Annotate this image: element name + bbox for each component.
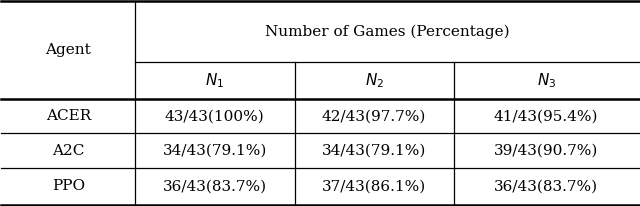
- Text: $N_1$: $N_1$: [205, 71, 225, 90]
- Text: A2C: A2C: [52, 144, 84, 158]
- Text: Number of Games (Percentage): Number of Games (Percentage): [264, 25, 509, 39]
- Text: Agent: Agent: [45, 43, 91, 57]
- Text: 39/43(90.7%): 39/43(90.7%): [494, 144, 598, 158]
- Text: 34/43(79.1%): 34/43(79.1%): [163, 144, 267, 158]
- Text: 41/43(95.4%): 41/43(95.4%): [494, 109, 598, 123]
- Text: PPO: PPO: [52, 179, 85, 193]
- Text: 34/43(79.1%): 34/43(79.1%): [322, 144, 426, 158]
- Text: 37/43(86.1%): 37/43(86.1%): [322, 179, 426, 193]
- Text: 36/43(83.7%): 36/43(83.7%): [163, 179, 267, 193]
- Text: $N_3$: $N_3$: [536, 71, 556, 90]
- Text: 43/43(100%): 43/43(100%): [165, 109, 265, 123]
- Text: 36/43(83.7%): 36/43(83.7%): [494, 179, 598, 193]
- Text: 42/43(97.7%): 42/43(97.7%): [322, 109, 426, 123]
- Text: $N_2$: $N_2$: [365, 71, 384, 90]
- Text: ACER: ACER: [45, 109, 91, 123]
